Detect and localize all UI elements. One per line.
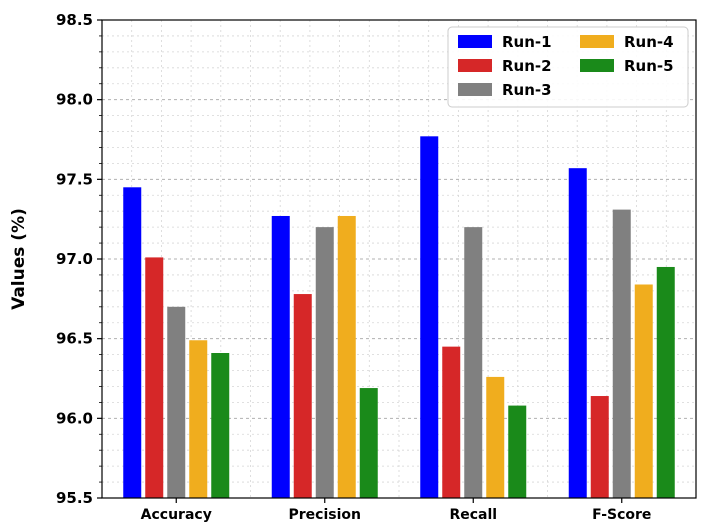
bar-run-2-accuracy — [145, 257, 164, 498]
legend-label-run-2: Run-2 — [502, 57, 552, 75]
legend-label-run-3: Run-3 — [502, 81, 552, 99]
legend: Run-1 Run-2 Run-3 Run-4 Run-5 — [447, 26, 689, 108]
bar-run-1-recall — [420, 136, 439, 498]
y-tick-label: 97.0 — [56, 250, 93, 268]
bar-run-1-accuracy — [123, 187, 142, 499]
x-tick-label-accuracy: Accuracy — [141, 507, 212, 523]
legend-swatch-run-3 — [458, 83, 492, 96]
bar-run-1-f-score — [568, 168, 587, 498]
bar-run-5-precision — [359, 388, 378, 498]
x-tick-label-f-score: F-Score — [592, 507, 651, 523]
y-axis-ticks: 95.5 96.0 96.5 97.0 97.5 98.0 98.5 — [56, 11, 102, 507]
bar-run-4-recall — [486, 376, 505, 498]
bar-run-3-precision — [315, 227, 334, 498]
bars — [123, 136, 675, 499]
bar-run-3-f-score — [612, 209, 631, 498]
y-axis-title: Values (%) — [9, 208, 29, 310]
legend-label-run-1: Run-1 — [502, 33, 552, 51]
bar-run-2-precision — [293, 294, 312, 498]
bar-run-5-accuracy — [211, 353, 230, 498]
bar-run-5-recall — [508, 405, 527, 498]
y-tick-label: 95.5 — [56, 489, 93, 507]
x-axis-ticks: Accuracy Precision Recall F-Score — [141, 498, 651, 523]
bar-run-5-f-score — [656, 266, 675, 498]
bar-run-1-precision — [271, 215, 290, 499]
bar-run-4-accuracy — [189, 340, 208, 498]
y-tick-label: 96.5 — [56, 330, 93, 348]
y-tick-label: 98.5 — [56, 11, 93, 29]
x-tick-label-precision: Precision — [289, 507, 361, 523]
legend-label-run-5: Run-5 — [624, 57, 674, 75]
x-tick-label-recall: Recall — [449, 507, 497, 523]
y-tick-label: 96.0 — [56, 409, 93, 427]
legend-box — [447, 26, 689, 108]
legend-swatch-run-5 — [580, 59, 614, 72]
legend-label-run-4: Run-4 — [624, 33, 674, 51]
legend-swatch-run-1 — [458, 35, 492, 48]
bar-run-3-accuracy — [167, 306, 186, 498]
bar-run-2-recall — [442, 346, 461, 498]
bar-run-4-precision — [337, 215, 356, 499]
bar-run-3-recall — [464, 227, 483, 498]
legend-swatch-run-2 — [458, 59, 492, 72]
y-tick-label: 98.0 — [56, 91, 93, 109]
bar-run-2-f-score — [590, 396, 609, 498]
y-tick-label: 97.5 — [56, 170, 93, 188]
bar-run-4-f-score — [634, 284, 653, 498]
legend-swatch-run-4 — [580, 35, 614, 48]
